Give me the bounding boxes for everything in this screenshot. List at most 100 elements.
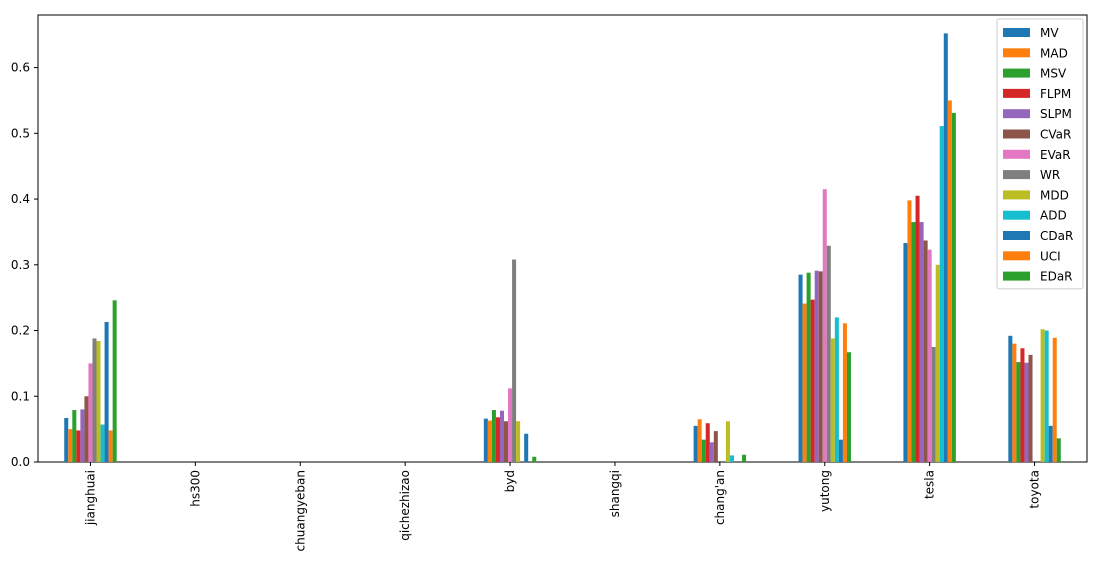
x-tick-label: tesla — [923, 470, 937, 499]
bar — [701, 439, 706, 462]
y-tick-label: 0.4 — [11, 192, 30, 206]
legend-label: FLPM — [1040, 87, 1071, 101]
bar — [830, 338, 835, 462]
bar — [810, 299, 815, 462]
legend-swatch — [1003, 170, 1030, 180]
bar — [104, 321, 109, 462]
legend-label: EVaR — [1040, 148, 1071, 162]
bar — [709, 442, 714, 462]
bar — [725, 421, 730, 462]
x-tick-label: shangqi — [608, 470, 622, 517]
bar — [729, 455, 734, 462]
bar — [943, 33, 948, 462]
legend-swatch — [1003, 28, 1030, 37]
y-tick-label: 0.1 — [11, 389, 30, 403]
legend-label: MSV — [1040, 67, 1067, 81]
bar — [907, 200, 912, 462]
x-tick-label: qichezhizao — [398, 470, 412, 541]
legend-label: CVaR — [1040, 128, 1071, 142]
legend-box — [996, 18, 1084, 290]
bar — [693, 425, 698, 462]
legend-swatch — [1003, 149, 1030, 159]
bar — [487, 420, 492, 462]
y-tick-label: 0.6 — [11, 61, 30, 75]
legend-label: EDaR — [1040, 270, 1073, 284]
y-tick-label: 0.0 — [11, 455, 30, 469]
bar — [1056, 438, 1061, 462]
x-tick-label: toyota — [1028, 470, 1042, 509]
bar — [80, 409, 85, 462]
bar — [1052, 337, 1057, 462]
bar — [491, 410, 496, 462]
bar — [822, 189, 827, 462]
y-tick-label: 0.2 — [11, 324, 30, 338]
x-tick-label: chang'an — [713, 470, 727, 525]
bar — [798, 274, 803, 462]
x-tick-label: jianghuai — [83, 470, 97, 526]
bar — [1024, 362, 1029, 462]
bar — [84, 396, 89, 462]
bar — [935, 264, 940, 462]
bar — [1044, 330, 1049, 462]
bar — [1012, 343, 1017, 462]
y-tick-label: 0.3 — [11, 258, 30, 272]
bar — [96, 341, 101, 462]
legend-swatch — [1003, 190, 1030, 200]
bar — [112, 300, 117, 462]
y-tick-label: 0.5 — [11, 126, 30, 140]
bar — [508, 388, 513, 462]
bar — [1040, 329, 1045, 462]
legend-swatch — [1003, 210, 1030, 220]
x-tick-label: yutong — [818, 470, 832, 512]
legend-label: MV — [1040, 26, 1059, 40]
x-tick-label: chuangyeban — [293, 470, 307, 551]
bar — [915, 195, 920, 462]
bar — [76, 430, 81, 462]
bar — [951, 112, 956, 462]
legend-swatch — [1003, 251, 1030, 261]
bar — [903, 243, 908, 462]
legend-swatch — [1003, 48, 1030, 58]
bar — [911, 222, 916, 462]
legend-swatch — [1003, 271, 1030, 281]
legend-label: SLPM — [1040, 107, 1072, 121]
bar — [834, 317, 839, 462]
bar — [1016, 362, 1021, 462]
bar — [495, 417, 500, 462]
x-tick-label: byd — [503, 470, 517, 492]
bar — [72, 410, 77, 462]
bar — [842, 323, 847, 462]
bar — [512, 259, 517, 462]
bar — [927, 249, 932, 462]
legend-label: WR — [1040, 168, 1060, 182]
bar — [92, 338, 97, 462]
legend: MV MAD MSV FLPM SLPM CVaR EVaR WR MDD ADD CDaR UCI E… — [996, 18, 1084, 290]
bar — [806, 272, 811, 462]
legend-swatch — [1003, 88, 1030, 98]
bar — [1048, 425, 1053, 462]
bar — [88, 363, 93, 462]
bar — [499, 410, 504, 462]
bar — [532, 456, 537, 462]
bar — [947, 100, 952, 463]
bar — [713, 431, 718, 462]
bar — [919, 222, 924, 462]
legend-swatch — [1003, 68, 1030, 78]
bar — [742, 454, 747, 462]
bar — [939, 126, 944, 462]
bar — [705, 423, 710, 462]
plot-frame — [37, 14, 1088, 463]
bar — [802, 303, 807, 462]
bar — [846, 352, 851, 462]
legend-label: UCI — [1040, 249, 1061, 263]
bar — [100, 424, 105, 462]
bar — [923, 240, 928, 462]
bar — [68, 429, 73, 462]
bar — [697, 419, 702, 462]
bar — [516, 421, 521, 462]
legend-swatch — [1003, 231, 1030, 240]
bar — [814, 270, 819, 462]
bar — [483, 418, 488, 462]
legend-swatch — [1003, 109, 1030, 119]
